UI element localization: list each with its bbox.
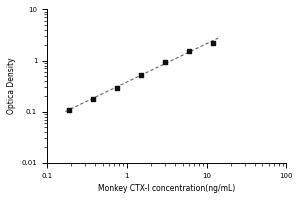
Point xyxy=(138,73,143,76)
Point xyxy=(210,41,215,45)
Point xyxy=(186,49,191,52)
Y-axis label: Optica Density: Optica Density xyxy=(7,58,16,114)
Point xyxy=(114,86,119,90)
Point xyxy=(90,97,95,100)
Point xyxy=(66,108,71,112)
X-axis label: Monkey CTX-I concentration(ng/mL): Monkey CTX-I concentration(ng/mL) xyxy=(98,184,235,193)
Point xyxy=(162,60,167,63)
